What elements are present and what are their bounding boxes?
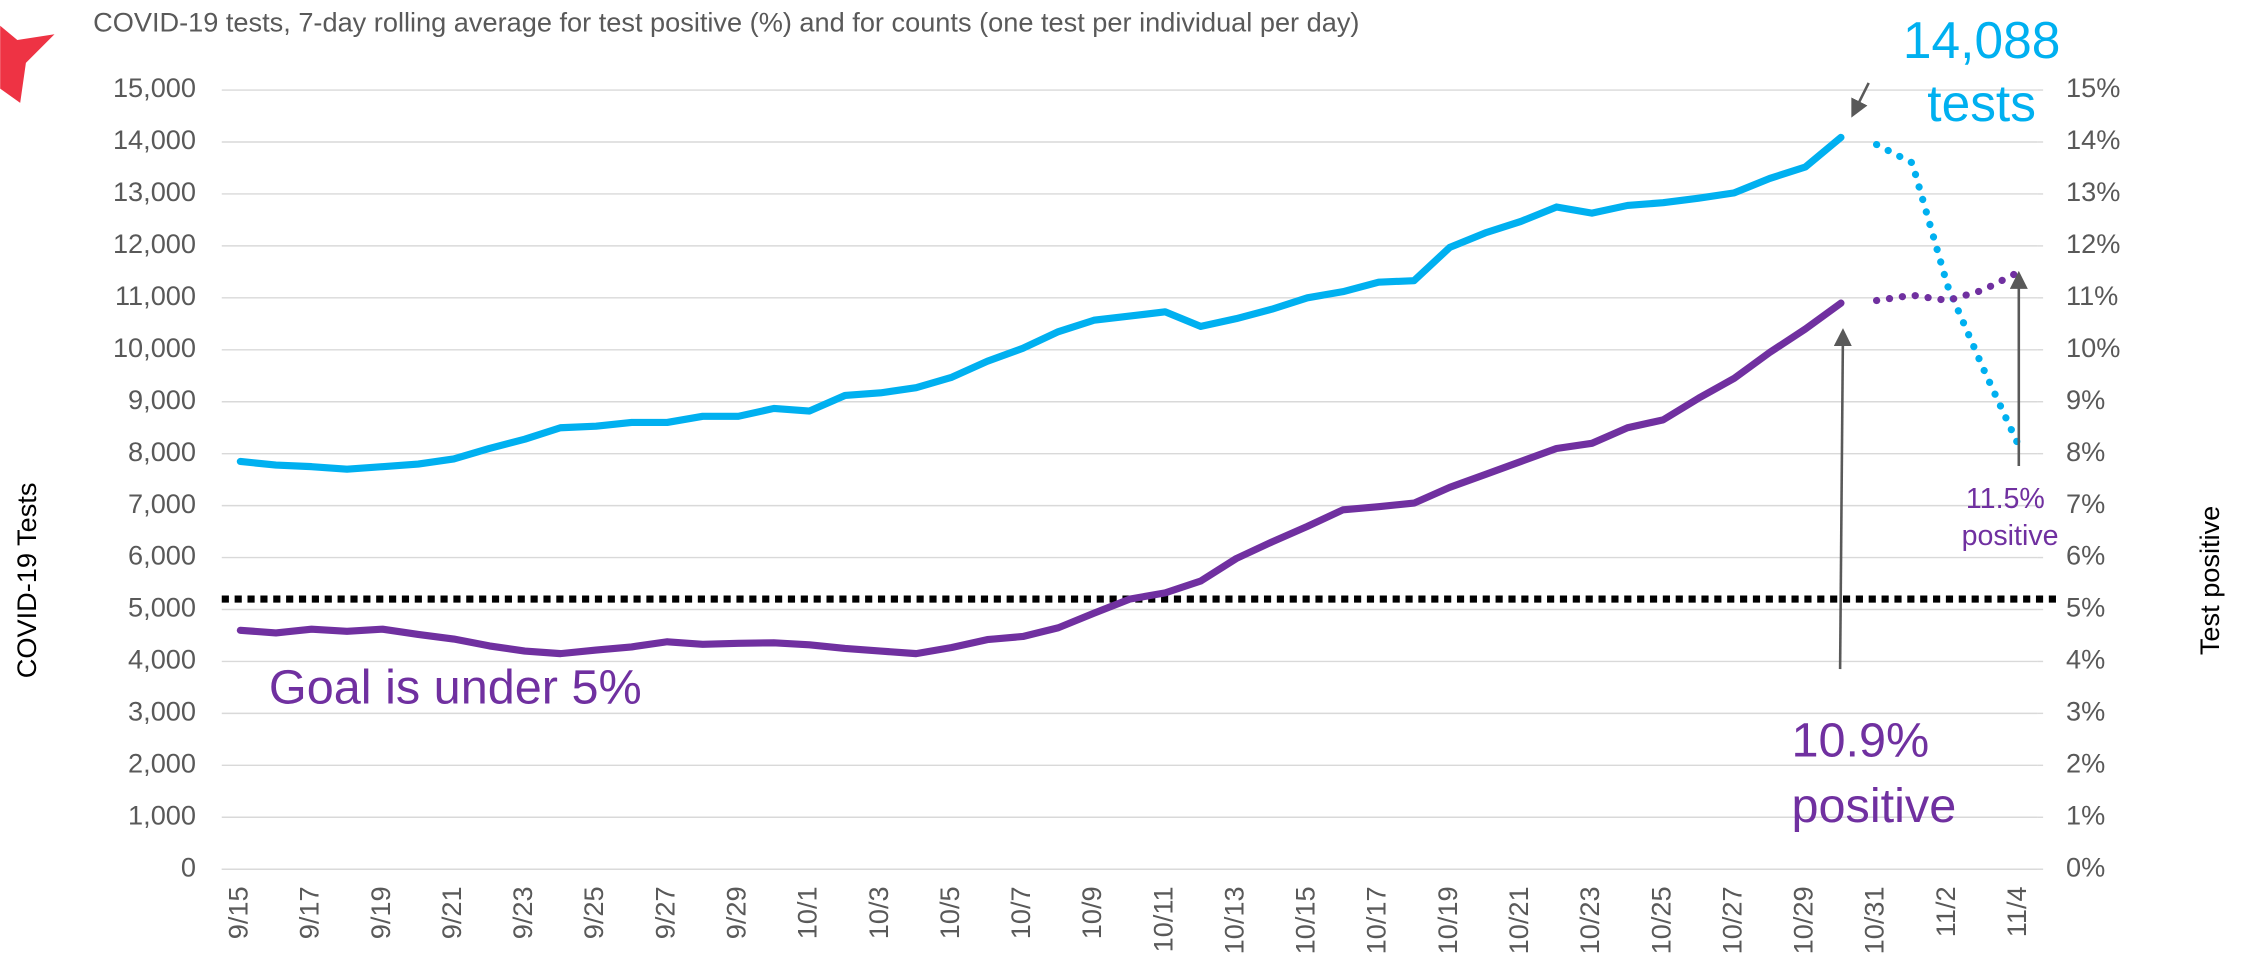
x-tick-label: 10/27: [1716, 886, 1747, 954]
y-tick-label: 4,000: [128, 644, 196, 675]
x-tick-label: 10/15: [1290, 886, 1321, 954]
y2-tick-label: 13%: [2066, 176, 2120, 207]
y-axis-label: COVID-19 Tests: [11, 483, 42, 679]
y-tick-label: 3,000: [128, 696, 196, 727]
x-tick-label: 10/19: [1432, 886, 1463, 954]
annotation: positive: [1791, 779, 1956, 833]
y2-tick-label: 3%: [2066, 696, 2105, 727]
y-tick-label: 7,000: [128, 488, 196, 519]
y-tick-label: 9,000: [128, 384, 196, 415]
y2-axis-label: Test positive: [2194, 506, 2225, 655]
y-tick-label: 5,000: [128, 592, 196, 623]
y2-tick-label: 0%: [2066, 851, 2105, 882]
y-tick-label: 12,000: [113, 228, 196, 259]
y2-tick-label: 14%: [2066, 124, 2120, 155]
y-tick-label: 11,000: [115, 280, 196, 311]
series-line: [236, 133, 1845, 473]
x-tick-label: 11/4: [2001, 886, 2032, 937]
x-tick-label: 9/21: [436, 886, 467, 939]
y2-tick-label: 2%: [2066, 748, 2105, 779]
y2-tick-label: 12%: [2066, 228, 2120, 259]
x-tick-label: 10/3: [863, 886, 894, 939]
x-tick-label: 10/31: [1859, 886, 1890, 954]
x-tick-label: 9/23: [507, 886, 538, 939]
y2-tick-label: 4%: [2066, 644, 2105, 675]
x-tick-label: 10/7: [1005, 886, 1036, 939]
y-tick-label: 2,000: [128, 748, 196, 779]
x-tick-label: 10/23: [1574, 886, 1605, 954]
y-tick-label: 13,000: [113, 176, 196, 207]
y-tick-label: 0: [181, 851, 196, 882]
x-tick-label: 10/9: [1076, 886, 1107, 939]
y2-tick-label: 15%: [2066, 72, 2120, 103]
x-tick-label: 9/27: [649, 886, 680, 939]
chart-title: COVID-19 tests, 7-day rolling average fo…: [93, 6, 1359, 37]
y2-tick-label: 8%: [2066, 436, 2105, 467]
y-tick-label: 6,000: [128, 540, 196, 571]
x-tick-label: 10/13: [1218, 886, 1249, 954]
x-tick-label: 10/11: [1147, 886, 1178, 952]
x-tick-label: 9/29: [720, 886, 751, 939]
y-tick-label: 14,000: [113, 124, 196, 155]
y2-tick-label: 9%: [2066, 384, 2105, 415]
x-tick-label: 9/25: [578, 886, 609, 939]
annotation: 10.9%: [1791, 713, 1929, 767]
y2-tick-label: 7%: [2066, 488, 2105, 519]
y-tick-label: 10,000: [113, 332, 196, 363]
x-tick-label: 10/29: [1788, 886, 1819, 954]
annotation: Goal is under 5%: [269, 660, 642, 714]
annotation: positive: [1962, 520, 2059, 552]
arrow: [1851, 82, 1870, 118]
series-line: [1872, 140, 2023, 450]
x-tick-label: 10/21: [1503, 886, 1534, 954]
series-line: [236, 299, 1845, 658]
y-tick-label: 1,000: [128, 799, 196, 830]
y-tick-label: 8,000: [128, 436, 196, 467]
x-tick-label: 10/1: [792, 886, 823, 939]
x-tick-label: 9/17: [294, 886, 325, 939]
y-tick-label: 15,000: [113, 72, 196, 103]
x-tick-label: 10/5: [934, 886, 965, 939]
y2-tick-label: 5%: [2066, 592, 2105, 623]
y2-tick-label: 6%: [2066, 540, 2105, 571]
annotation: 11.5%: [1966, 483, 2045, 515]
arrow: [1833, 328, 1852, 670]
series-line: [1872, 268, 2023, 305]
y2-tick-label: 10%: [2066, 332, 2120, 363]
star-logo: [0, 25, 55, 103]
annotation: 14,088: [1903, 11, 2060, 69]
y2-tick-label: 11%: [2066, 280, 2118, 311]
x-tick-label: 10/25: [1645, 886, 1676, 954]
x-tick-label: 10/17: [1361, 886, 1392, 954]
x-tick-label: 11/2: [1930, 886, 1961, 937]
annotation: tests: [1927, 74, 2036, 132]
y2-tick-label: 1%: [2066, 799, 2105, 830]
x-tick-label: 9/15: [223, 886, 254, 939]
x-tick-label: 9/19: [365, 886, 396, 939]
